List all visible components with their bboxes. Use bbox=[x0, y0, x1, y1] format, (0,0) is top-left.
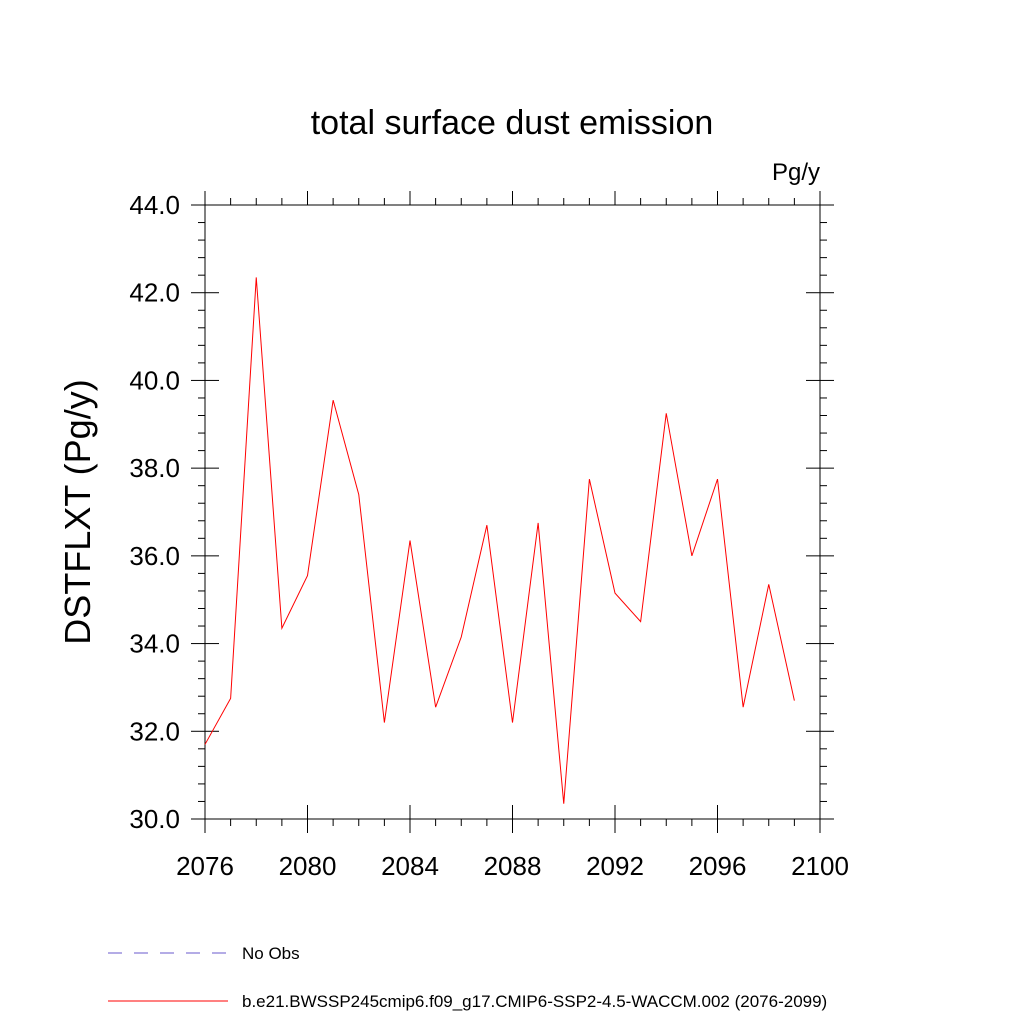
y-tick-label: 44.0 bbox=[129, 190, 180, 220]
plot-frame bbox=[204, 204, 821, 820]
chart-title: total surface dust emission bbox=[311, 104, 714, 142]
x-tick-label: 2088 bbox=[484, 851, 542, 881]
legend-no-obs-label: No Obs bbox=[242, 944, 300, 963]
x-tick-label: 2076 bbox=[176, 851, 234, 881]
units-label: Pg/y bbox=[772, 159, 820, 186]
axis-ticks bbox=[191, 191, 834, 833]
series-group bbox=[204, 277, 795, 804]
x-tick-label: 2096 bbox=[689, 851, 747, 881]
series-line bbox=[204, 277, 795, 804]
y-tick-label: 42.0 bbox=[129, 278, 180, 308]
x-tick-label: 2080 bbox=[279, 851, 337, 881]
y-tick-label: 30.0 bbox=[129, 804, 180, 834]
y-tick-label: 34.0 bbox=[129, 629, 180, 659]
x-tick-label: 2084 bbox=[381, 851, 439, 881]
y-tick-label: 40.0 bbox=[129, 365, 180, 395]
tick-labels: 2076 2080 2084 2088 2092 2096 2100 30.0 32.0 34.0… bbox=[129, 190, 849, 881]
x-tick-label: 2092 bbox=[586, 851, 644, 881]
legend-series-label: b.e21.BWSSP245cmip6.f09_g17.CMIP6-SSP2-4… bbox=[242, 992, 827, 1011]
x-tick-label: 2100 bbox=[791, 851, 849, 881]
legend: No Obs b.e21.BWSSP245cmip6.f09_g17.CMIP6… bbox=[108, 944, 827, 1011]
y-tick-label: 38.0 bbox=[129, 453, 180, 483]
y-tick-label: 36.0 bbox=[129, 541, 180, 571]
y-tick-label: 32.0 bbox=[129, 716, 180, 746]
y-axis-label: DSTFLXT (Pg/y) bbox=[57, 379, 98, 644]
